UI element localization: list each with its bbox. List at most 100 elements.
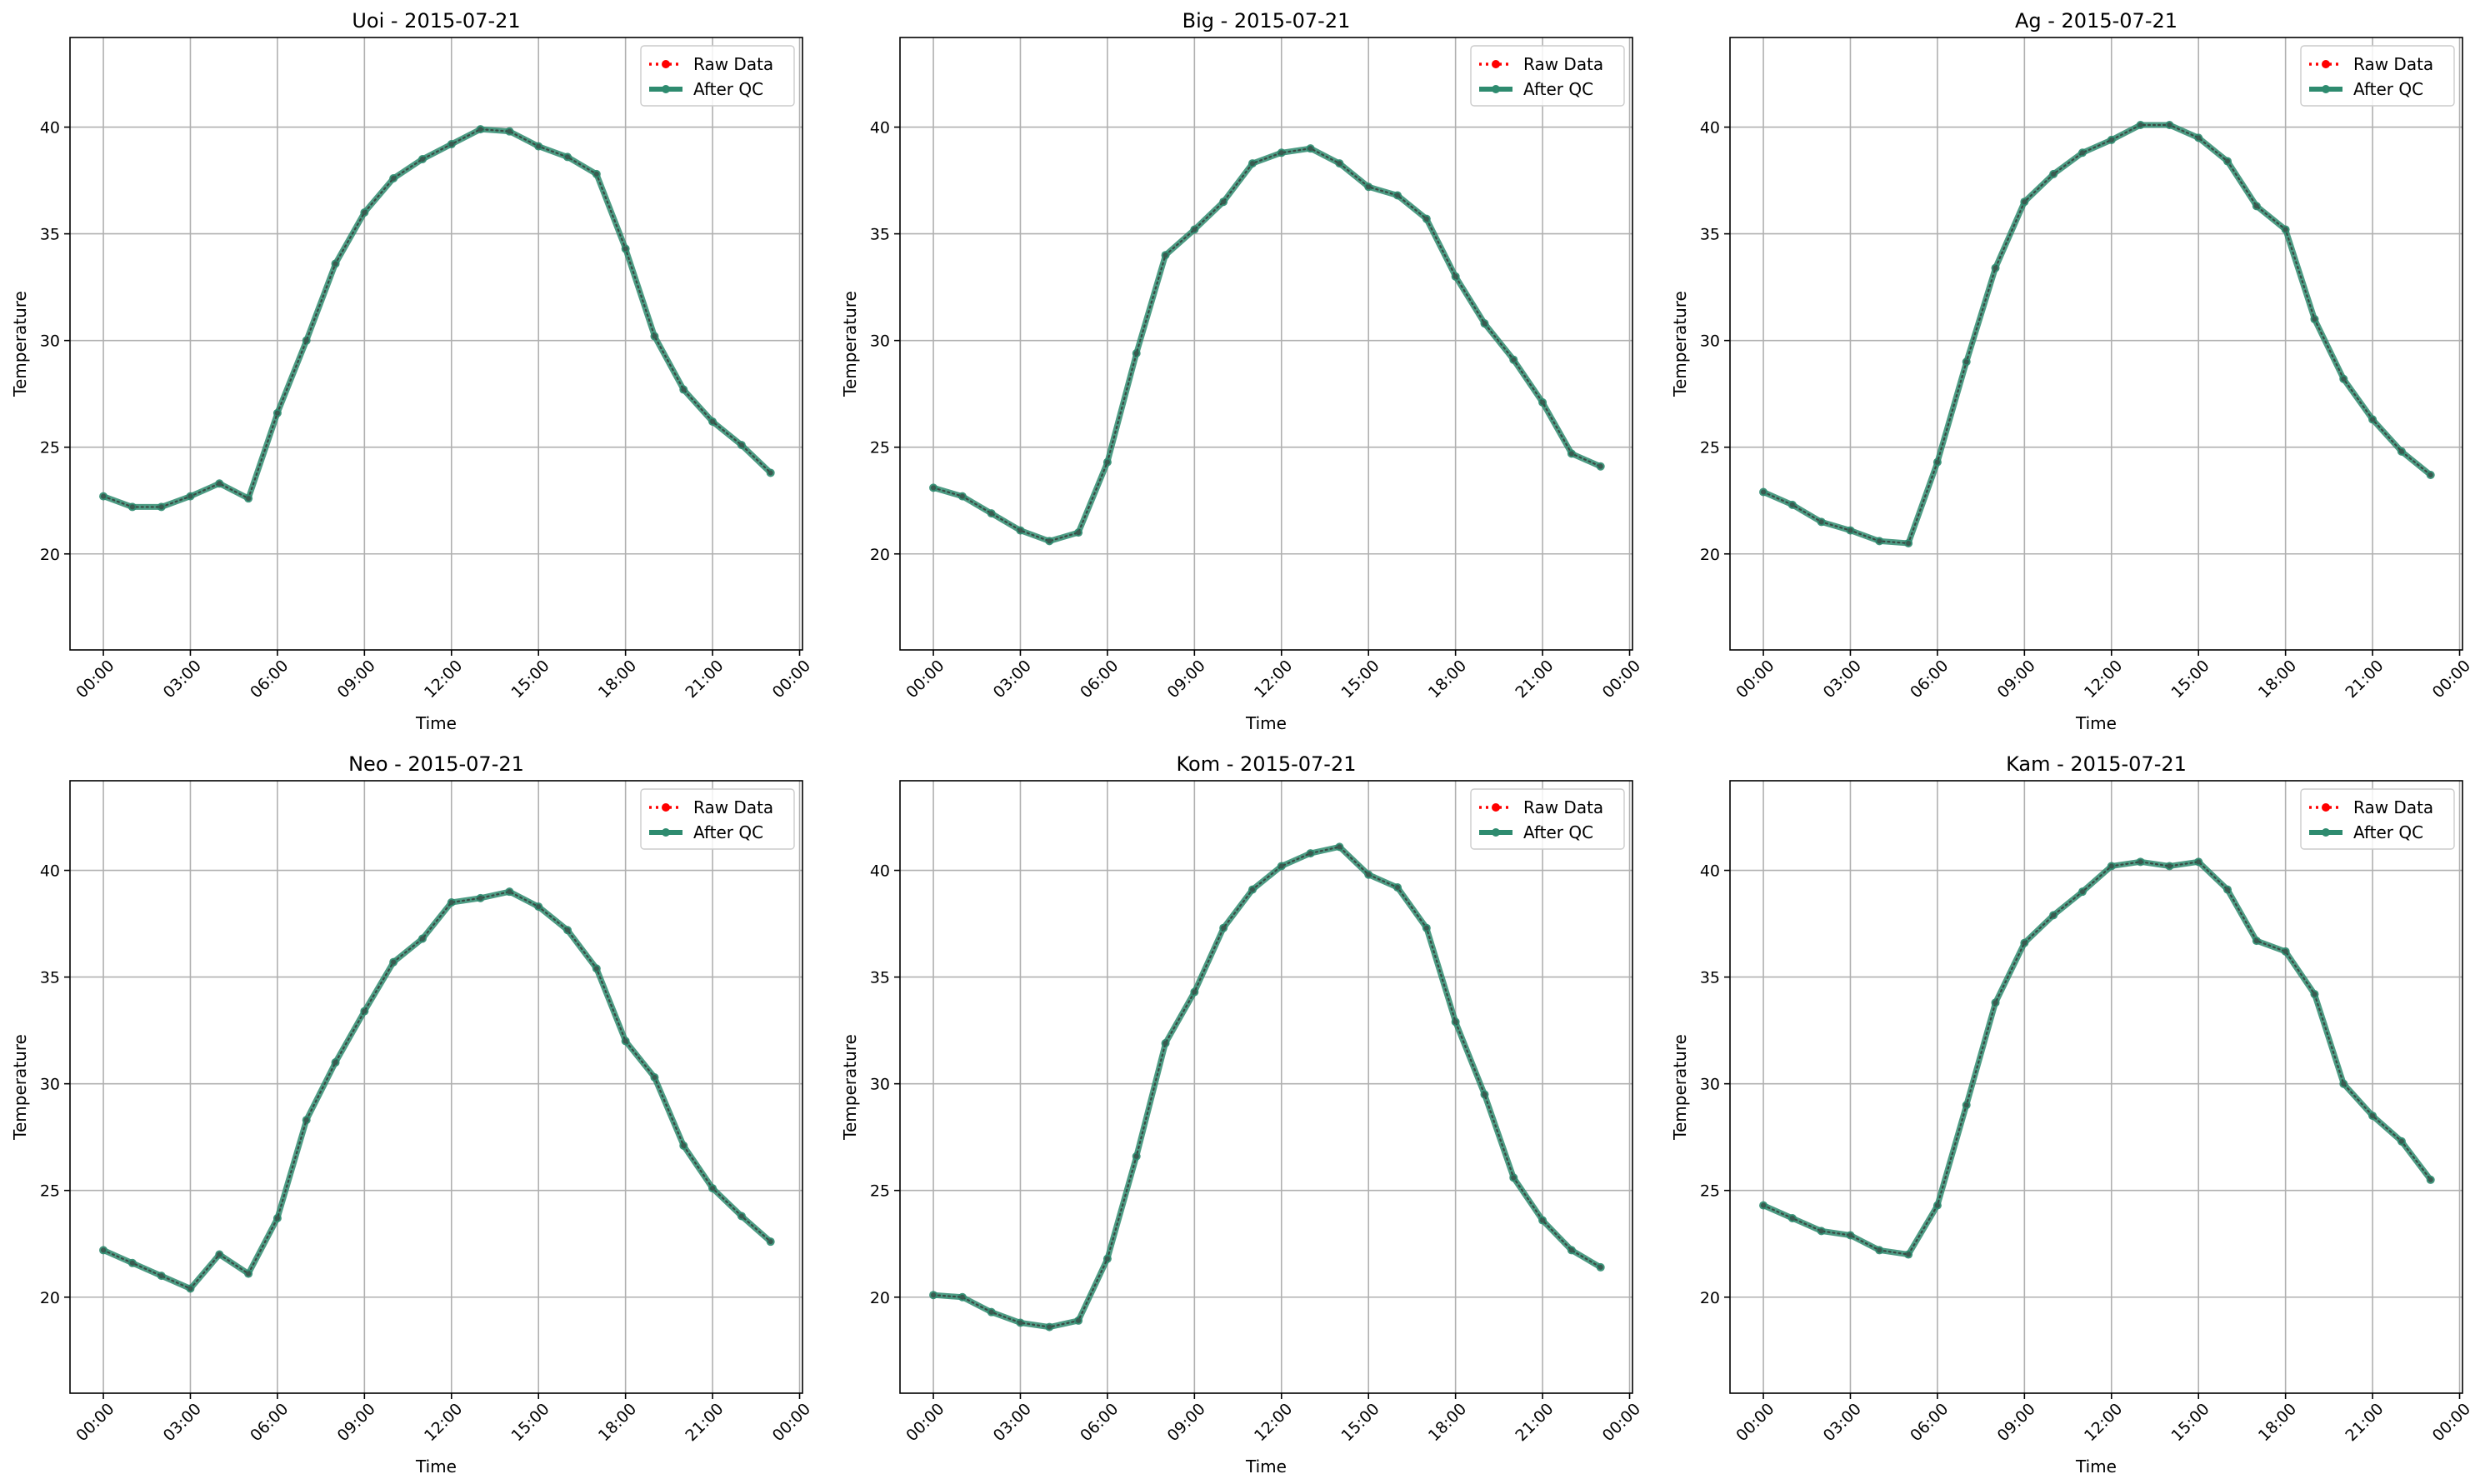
raw-data-point (419, 936, 425, 942)
x-tick-label: 12:00 (2081, 1400, 2126, 1445)
raw-data-point (1877, 538, 1882, 544)
raw-data-point (1395, 192, 1401, 198)
raw-data-point (2398, 1138, 2404, 1144)
raw-data-point (507, 128, 512, 134)
raw-data-point (129, 1260, 135, 1266)
raw-data-point (1906, 1252, 1912, 1257)
y-tick-label: 35 (1700, 226, 1720, 244)
raw-data-point (129, 504, 135, 510)
x-tick-label: 06:00 (1907, 657, 1952, 702)
raw-data-point (246, 1271, 252, 1277)
legend-raw-label: Raw Data (2353, 797, 2433, 817)
raw-data-point (565, 154, 571, 160)
legend-raw-label: Raw Data (693, 797, 773, 817)
raw-data-point (303, 1117, 309, 1123)
raw-data-point (1047, 1324, 1052, 1330)
raw-data-point (2370, 417, 2376, 422)
raw-data-point (1278, 863, 1284, 869)
raw-data-point (1482, 1092, 1488, 1097)
x-tick-label: 00:00 (769, 1400, 814, 1445)
x-tick-label: 18:00 (595, 657, 640, 702)
x-tick-label: 03:00 (160, 657, 205, 702)
raw-data-point (1104, 459, 1110, 465)
raw-data-point (246, 496, 252, 502)
x-tick-label: 15:00 (1338, 657, 1382, 702)
plot-frame (69, 780, 803, 1394)
raw-data-point (738, 1213, 744, 1219)
y-tick-label: 35 (40, 226, 60, 244)
x-tick-label: 09:00 (1994, 1400, 2039, 1445)
raw-data-point (768, 470, 773, 476)
raw-data-point (2341, 1081, 2347, 1087)
raw-data-point (1133, 1153, 1139, 1159)
y-tick-label: 25 (870, 439, 890, 457)
raw-data-point (710, 418, 716, 424)
x-tick-label: 09:00 (1164, 657, 1209, 702)
raw-data-point (391, 176, 397, 182)
y-axis-label: Temperature (10, 1034, 30, 1141)
y-tick-label: 35 (870, 969, 890, 987)
raw-data-point (652, 333, 658, 339)
y-axis-label: Temperature (840, 1034, 860, 1141)
y-tick-label: 30 (40, 1076, 60, 1094)
series-raw-data-line (102, 891, 772, 1290)
x-tick-label: 12:00 (2081, 657, 2126, 702)
raw-data-point (2196, 859, 2202, 865)
raw-data-point (988, 511, 994, 517)
raw-data-point (158, 1273, 164, 1279)
raw-data-point (2225, 887, 2231, 892)
raw-data-point (2108, 863, 2114, 869)
raw-data-point (188, 1286, 193, 1292)
x-tick-label: 18:00 (2255, 657, 2300, 702)
y-axis-label: Temperature (840, 291, 860, 397)
x-tick-label: 15:00 (2168, 657, 2212, 702)
x-axis-label: Time (415, 713, 457, 733)
series-after-qc-line (1762, 858, 2433, 1258)
x-tick-label: 00:00 (902, 657, 948, 702)
x-tick-label: 03:00 (990, 1400, 1035, 1445)
raw-data-point (1568, 451, 1574, 457)
raw-data-point (2079, 150, 2085, 156)
raw-data-point (217, 1252, 222, 1257)
raw-data-point (1221, 925, 1227, 931)
chart-title: Neo - 2015-07-21 (348, 752, 524, 776)
raw-data-point (681, 387, 687, 392)
raw-data-point (217, 481, 222, 487)
raw-data-point (1249, 161, 1255, 167)
x-tick-label: 00:00 (902, 1400, 948, 1445)
raw-data-point (1482, 321, 1488, 327)
plot-frame (1729, 780, 2463, 1394)
x-tick-label: 00:00 (72, 1400, 118, 1445)
legend-raw-label: Raw Data (1523, 797, 1603, 817)
x-tick-label: 06:00 (247, 657, 292, 702)
x-tick-label: 15:00 (508, 1400, 552, 1445)
y-tick-label: 35 (40, 969, 60, 987)
x-tick-label: 12:00 (1251, 1400, 1296, 1445)
x-tick-label: 18:00 (595, 1400, 640, 1445)
legend-raw-marker (1492, 60, 1500, 68)
legend-qc-label: After QC (693, 822, 763, 842)
chart-title: Kom - 2015-07-21 (1177, 752, 1357, 776)
raw-data-point (1934, 459, 1940, 465)
raw-data-point (1511, 357, 1517, 362)
y-tick-label: 20 (1700, 546, 1720, 564)
x-axis-label: Time (2075, 713, 2117, 733)
raw-data-point (1018, 527, 1023, 533)
raw-data-point (2370, 1113, 2376, 1119)
raw-data-point (1162, 1041, 1168, 1046)
legend-raw-marker (2322, 803, 2330, 812)
raw-data-point (1877, 1247, 1882, 1253)
x-tick-label: 15:00 (508, 657, 552, 702)
x-axis-label: Time (1245, 1457, 1287, 1477)
raw-data-point (2428, 1177, 2433, 1182)
raw-data-point (2341, 376, 2347, 382)
x-tick-label: 03:00 (1820, 657, 1865, 702)
raw-data-point (1963, 359, 1969, 365)
x-tick-label: 03:00 (1820, 1400, 1865, 1445)
raw-data-point (738, 442, 744, 448)
chart-title: Ag - 2015-07-21 (2015, 9, 2178, 32)
legend-raw-label: Raw Data (2353, 54, 2433, 74)
raw-data-point (1278, 150, 1284, 156)
y-tick-label: 35 (1700, 969, 1720, 987)
x-tick-label: 12:00 (1251, 657, 1296, 702)
